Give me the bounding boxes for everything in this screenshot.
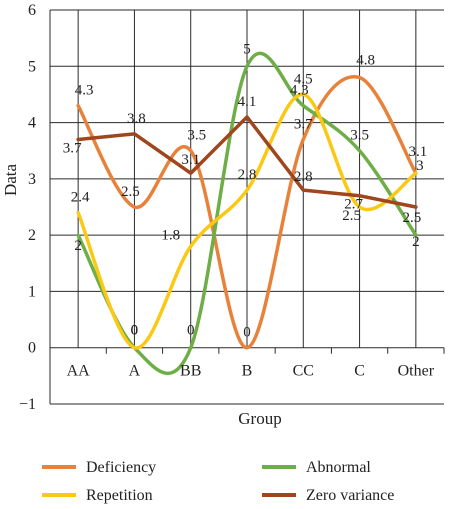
legend-entry-zero-variance: Zero variance — [306, 487, 394, 504]
data-label-repetition: 2.8 — [238, 167, 257, 183]
data-label-deficiency: 4.3 — [75, 83, 94, 99]
data-label-repetition: 0 — [131, 323, 139, 339]
y-axis-title: Data — [1, 164, 20, 197]
y-tick-label: 1 — [28, 283, 36, 300]
y-tick-label: 3 — [28, 171, 36, 188]
data-label-deficiency: 0 — [243, 325, 251, 341]
x-axis-title: Group — [238, 409, 281, 428]
data-label-abnormal: 0 — [131, 323, 139, 339]
data-label-abnormal: 4.3 — [290, 83, 309, 99]
series-line-repetition — [76, 92, 418, 350]
data-label-abnormal: 2 — [74, 238, 82, 254]
y-tick-label: −1 — [19, 396, 36, 413]
data-label-deficiency: 3.5 — [187, 128, 206, 144]
data-label-repetition: 3 — [416, 158, 424, 174]
data-label-abnormal: 3.5 — [350, 128, 369, 144]
data-label-zero-variance: 2.5 — [402, 210, 421, 226]
x-tick-label: Other — [398, 363, 435, 380]
data-label-repetition: 4.5 — [294, 71, 313, 87]
x-tick-label: AA — [67, 363, 91, 380]
data-label-zero-variance: 3.7 — [63, 140, 82, 156]
data-label-repetition: 2.4 — [71, 190, 90, 206]
x-tick-label: C — [354, 363, 365, 380]
data-label-repetition: 1.8 — [161, 227, 180, 243]
data-label-repetition: 2.5 — [342, 208, 361, 224]
data-label-deficiency: 3.7 — [294, 116, 313, 132]
x-tick-label: B — [242, 363, 253, 380]
y-tick-label: 6 — [28, 2, 36, 19]
series-lines — [76, 51, 418, 375]
series-line-zero-variance — [76, 115, 418, 209]
legend-entry-repetition: Repetition — [86, 487, 153, 504]
y-tick-label: 2 — [28, 227, 36, 244]
data-label-abnormal: 5 — [243, 41, 251, 57]
data-label-zero-variance: 2.8 — [294, 169, 313, 185]
data-label-zero-variance: 3.1 — [181, 152, 200, 168]
data-labels: 4.32.53.503.74.83.120 054.33.522.401.82.8… — [63, 41, 427, 340]
data-label-zero-variance: 3.8 — [127, 111, 146, 127]
legend: Deficiency Abnormal Repetition Zero varianc… — [42, 459, 394, 504]
data-label-zero-variance: 2.7 — [344, 197, 363, 213]
x-tick-label: BB — [180, 363, 201, 380]
y-tick-label: 0 — [28, 340, 36, 357]
legend-entry-abnormal: Abnormal — [306, 459, 371, 476]
data-label-deficiency: 3.1 — [408, 144, 427, 160]
y-tick-label: 4 — [28, 115, 36, 132]
x-tick-label: CC — [293, 363, 314, 380]
data-label-abnormal: 0 — [187, 323, 195, 339]
legend-entry-deficiency: Deficiency — [86, 459, 156, 476]
data-label-deficiency: 2.5 — [121, 184, 140, 200]
data-label-zero-variance: 4.1 — [238, 94, 257, 110]
y-tick-label: 5 — [28, 58, 36, 75]
series-line-deficiency — [76, 74, 418, 350]
data-label-deficiency: 4.8 — [356, 53, 375, 69]
x-tick-label: A — [129, 363, 141, 380]
data-label-abnormal: 2 — [412, 234, 420, 250]
